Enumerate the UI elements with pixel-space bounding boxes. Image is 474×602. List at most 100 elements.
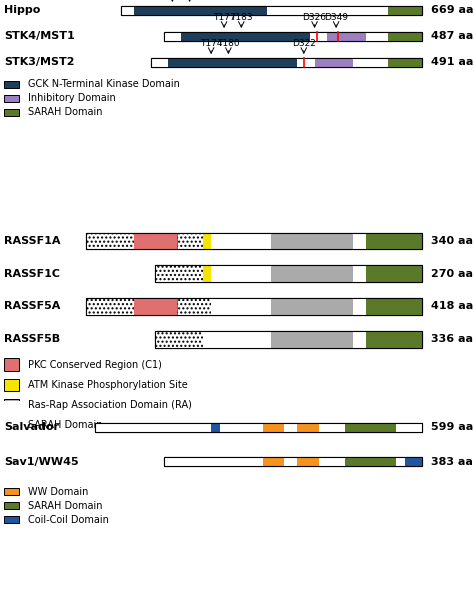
Bar [366,265,422,282]
Text: 270 aa: 270 aa [431,268,473,279]
Bar [4,379,19,391]
Bar [164,31,181,41]
Text: Inhibitory Domain: Inhibitory Domain [28,93,116,104]
Text: Sav1/WW45: Sav1/WW45 [4,456,79,467]
Text: 669 aa: 669 aa [431,5,474,15]
Bar [4,418,19,432]
Bar [353,58,388,67]
Bar [366,331,422,347]
Bar [211,423,220,432]
Bar [177,232,202,249]
Bar [151,58,422,67]
Text: SARAH Domain: SARAH Domain [28,107,102,117]
Bar [95,423,422,432]
Bar [267,5,388,14]
Text: STK4/MST1: STK4/MST1 [4,31,75,41]
Bar [272,232,353,249]
Bar [353,331,366,347]
Bar [95,423,422,432]
Bar [155,331,202,347]
Text: T174: T174 [200,39,222,48]
Bar [155,265,422,282]
Text: D326: D326 [302,13,327,22]
Bar [95,423,211,432]
Text: D349: D349 [324,13,348,22]
Bar [86,298,422,315]
Bar [211,298,272,315]
Bar [272,265,353,282]
Bar [155,331,422,347]
Bar [86,298,134,315]
Bar [4,399,19,411]
Bar [164,457,422,466]
Bar [4,95,19,102]
Bar [353,265,366,282]
Text: 491 aa: 491 aa [431,57,473,67]
Bar [168,58,297,67]
Bar [4,488,19,495]
Text: 336 aa: 336 aa [431,334,473,344]
Bar [151,58,168,67]
Text: Salvador: Salvador [4,423,59,432]
Bar [388,5,422,14]
Bar [4,109,19,116]
Bar [345,457,396,466]
Text: STK3/MST2: STK3/MST2 [4,57,75,67]
Bar [211,232,272,249]
Text: GCK N-Terminal Kinase Domain: GCK N-Terminal Kinase Domain [28,79,180,89]
Bar [366,31,388,41]
Bar [396,457,405,466]
Text: T180: T180 [217,39,240,48]
Bar [164,457,422,466]
Bar [4,358,19,371]
Bar [121,5,422,14]
Bar [220,423,263,432]
Text: T183: T183 [230,13,253,22]
Text: Hippo: Hippo [4,5,41,15]
Text: D322: D322 [292,39,316,48]
Bar [86,232,134,249]
Bar [202,265,211,282]
Text: SARAH Domain: SARAH Domain [28,420,102,430]
Bar [263,423,284,432]
Bar [134,298,177,315]
Bar [202,331,272,347]
Bar [86,232,422,249]
Bar [388,58,422,67]
Bar [151,58,422,67]
Bar [272,331,353,347]
Bar [155,265,202,282]
Bar [211,265,272,282]
Bar [4,81,19,88]
Bar [284,457,297,466]
Bar [164,31,422,41]
Bar [155,331,422,347]
Bar [177,298,211,315]
Text: Coil-Coil Domain: Coil-Coil Domain [28,515,109,525]
Bar [310,31,328,41]
Text: 599 aa: 599 aa [431,423,473,432]
Bar [121,5,422,14]
Bar [202,232,211,249]
Bar [272,298,353,315]
Text: 340 aa: 340 aa [431,236,473,246]
Bar [121,5,134,14]
Bar [345,423,396,432]
Bar [319,423,345,432]
Text: PKC Conserved Region (C1): PKC Conserved Region (C1) [28,360,162,370]
Text: RASSF5B: RASSF5B [4,334,60,344]
Bar [297,58,315,67]
Text: 383 aa: 383 aa [431,456,473,467]
Text: ATM Kinase Phosphorylation Site: ATM Kinase Phosphorylation Site [28,380,188,390]
Bar [284,423,297,432]
Bar [86,232,422,249]
Text: RASSF1A: RASSF1A [4,236,61,246]
Bar [134,232,177,249]
Bar [164,457,263,466]
Bar [366,232,422,249]
Bar [134,5,267,14]
Bar [4,502,19,509]
Bar [4,517,19,523]
Bar [263,457,284,466]
Text: RASSF1C: RASSF1C [4,268,60,279]
